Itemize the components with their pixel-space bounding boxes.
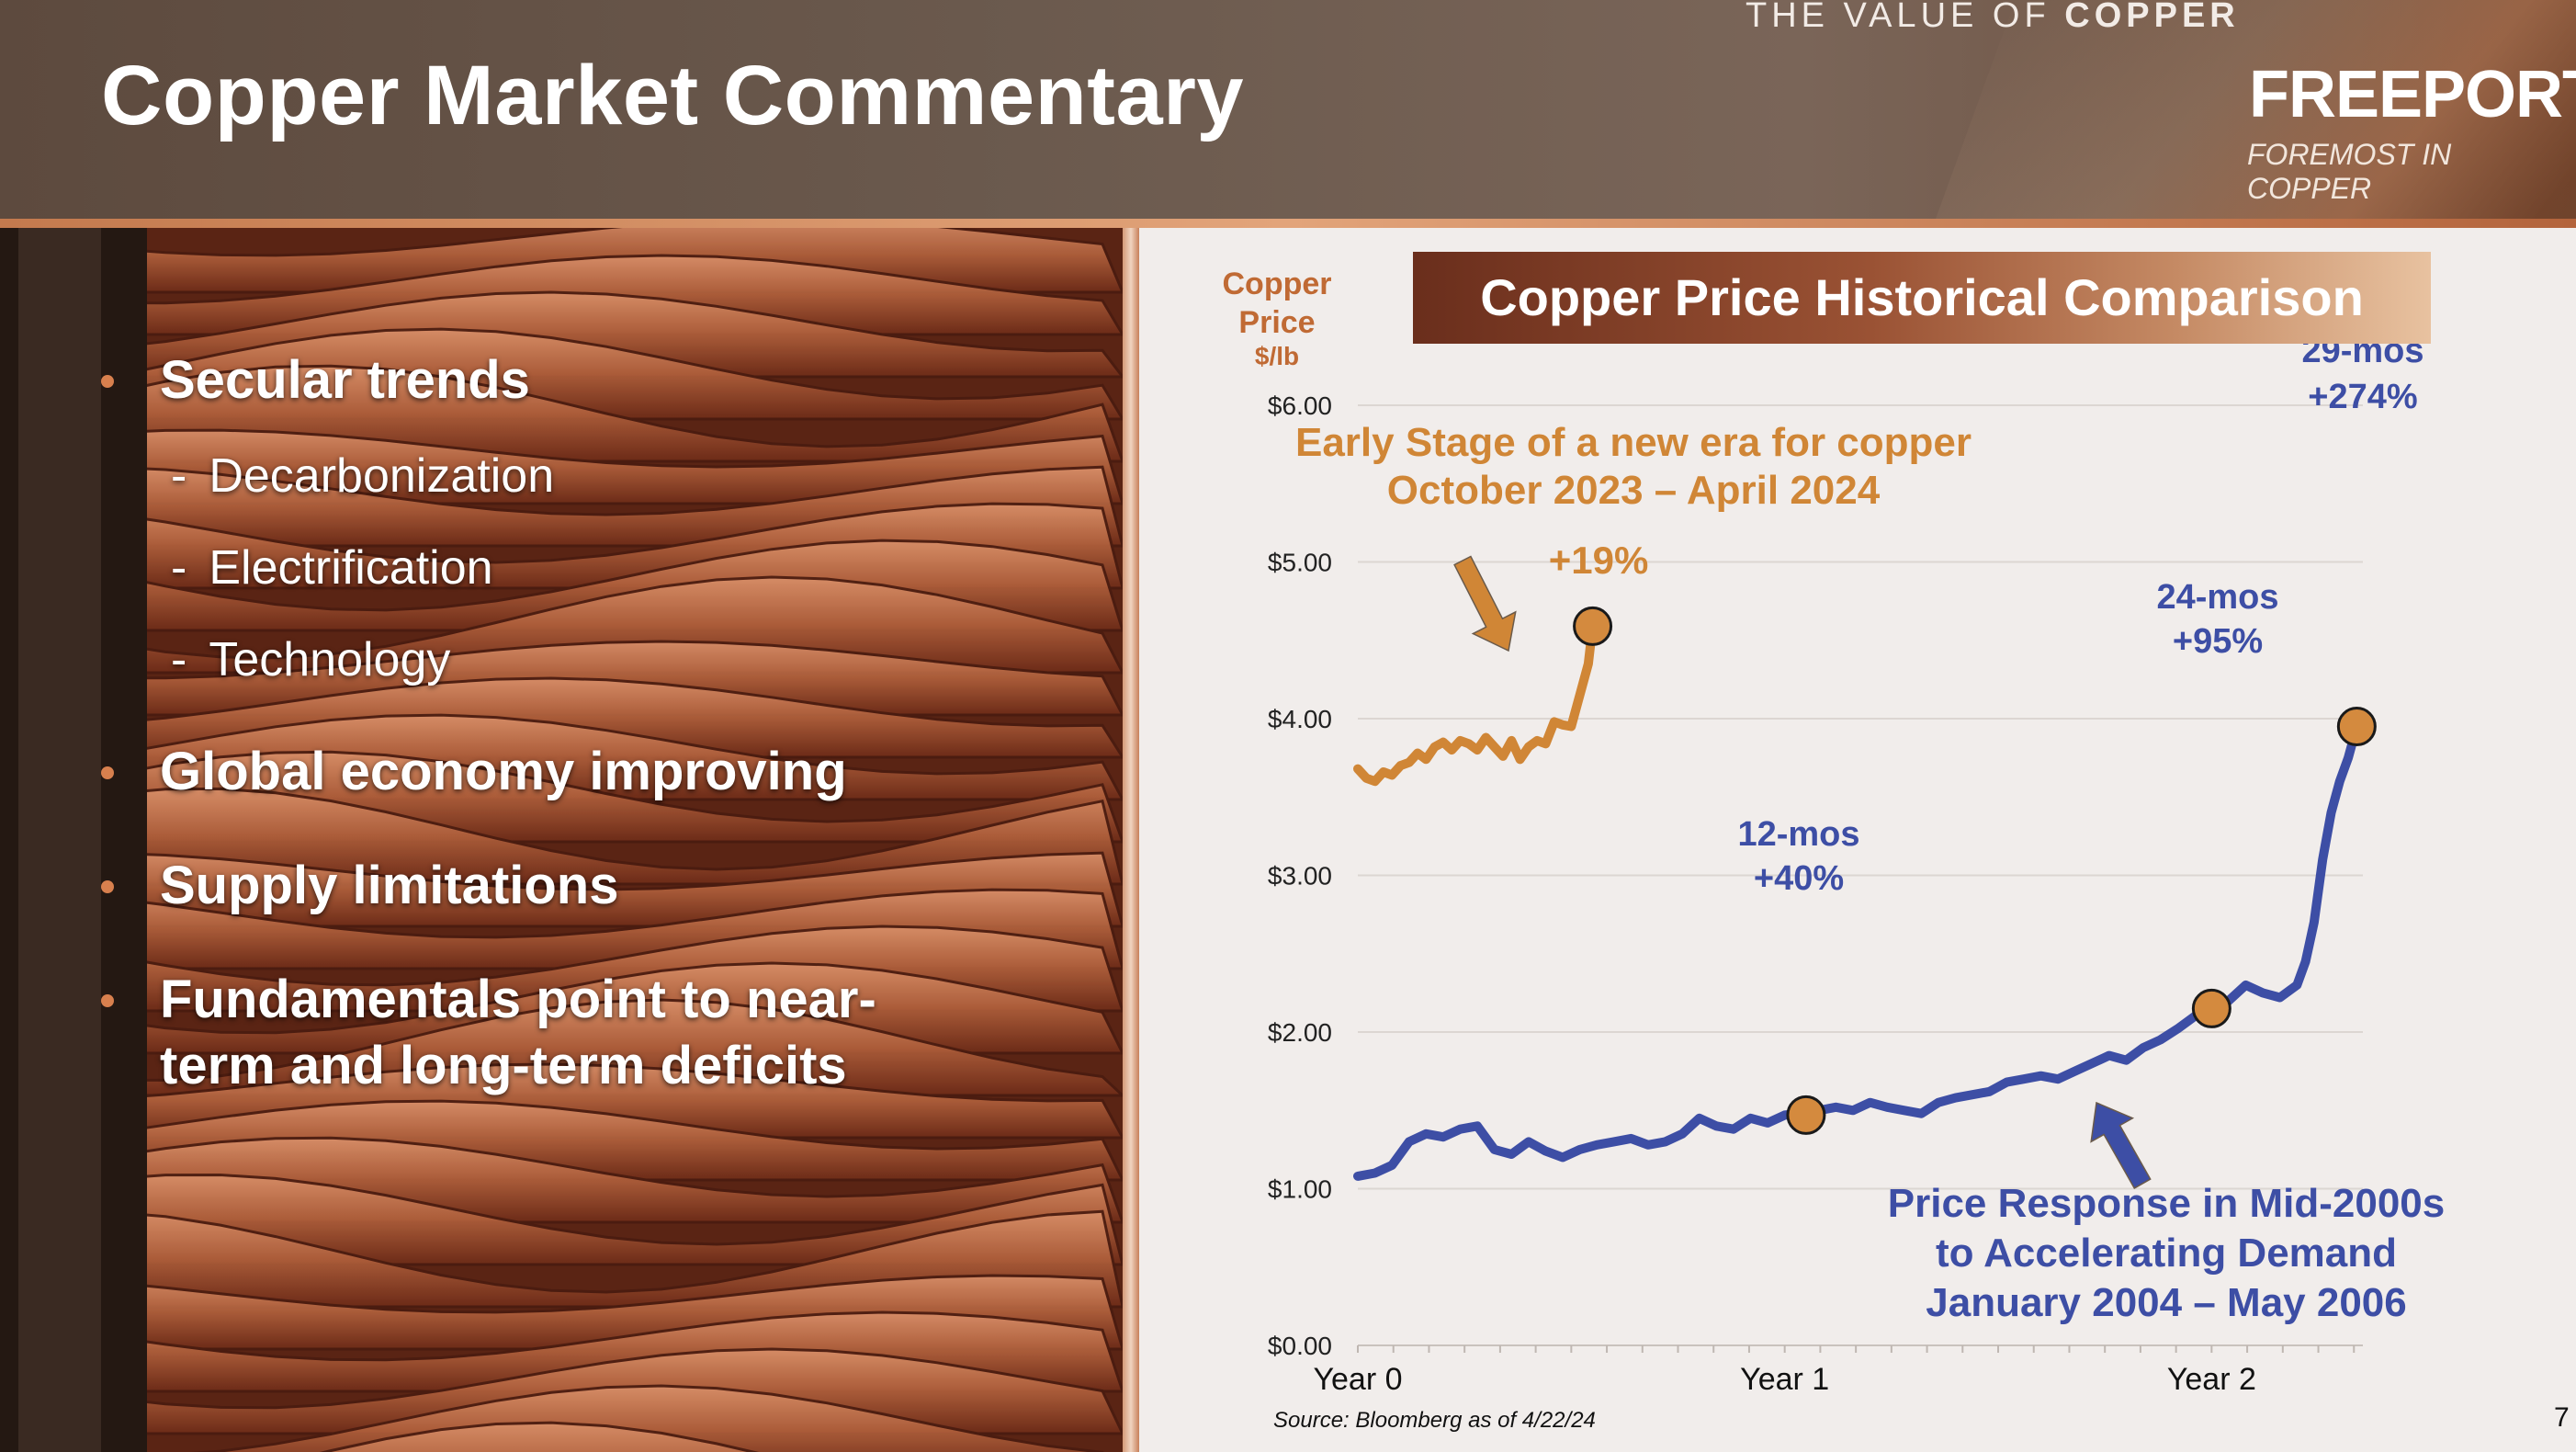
annotation-line: January 2004 – May 2006 (1926, 1280, 2407, 1325)
chart-annotation: Price Response in Mid-2000s to Accelerati… (1888, 1181, 2445, 1325)
annotation-line: October 2023 – April 2024 (1387, 468, 1881, 513)
y-tick-label: $3.00 (1268, 862, 1332, 890)
annotation-line: 24-mos (2156, 578, 2278, 617)
sub-bullet-label: Electrification (209, 541, 493, 595)
price-chart: $0.00 $1.00 $2.00 $3.00 $4.00 $5.00 $6.00 Year … (1268, 332, 2445, 1397)
sub-bullet-electrification: - Electrification (171, 540, 493, 596)
sub-bullet-label: Decarbonization (209, 449, 555, 503)
y-tick-label: $4.00 (1268, 705, 1332, 733)
copper-sheet (108, 428, 1123, 505)
y-tick-label: $1.00 (1268, 1175, 1332, 1204)
y-axis-label-line1: Copper (1222, 267, 1332, 301)
logo-subtitle: FOREMOST IN COPPER (2247, 138, 2452, 205)
tagline-prefix: THE VALUE OF (1746, 0, 2065, 35)
panel-divider (1123, 228, 1139, 1452)
data-point-marker (1786, 1095, 1826, 1135)
tagline: THE VALUE OF COPPER (1746, 0, 2240, 36)
series-line-blue (1353, 721, 2362, 1181)
page-number: 7 (2554, 1402, 2570, 1433)
sub-bullet-decarbonization: - Decarbonization (171, 448, 554, 504)
freeport-logo: FREEPORT (2249, 58, 2576, 131)
annotation-line: 12-mos (1737, 815, 1859, 854)
data-point-marker (2336, 707, 2377, 747)
chart-annotation: 29-mos +274% (2301, 332, 2423, 416)
copper-sheets-background: Secular trends - Decarbonization - Electri… (0, 228, 1123, 1452)
copper-sheet (108, 575, 1123, 675)
bullet-secular-trends: Secular trends (160, 350, 530, 410)
header-copper-strip (0, 219, 2576, 228)
x-tick-label: Year 1 (1740, 1362, 1829, 1397)
bullet-dot (101, 375, 114, 388)
chart-annotation: Early Stage of a new era for copper Octob… (1295, 420, 1972, 513)
sub-bullet-label: Technology (209, 633, 451, 686)
annotation-line: +40% (1754, 859, 1844, 898)
data-point-marker (1573, 606, 1613, 646)
bullet-fundamentals-line2: term and long-term deficits (160, 1036, 847, 1095)
bullet-supply-limitations: Supply limitations (160, 856, 619, 915)
page-title: Copper Market Commentary (101, 49, 1245, 142)
chart-title-box: Copper Price Historical Comparison (1413, 252, 2431, 344)
y-tick-label: $6.00 (1268, 391, 1332, 420)
copper-sheet (108, 1173, 1123, 1266)
annotation-line: +274% (2308, 378, 2417, 416)
annotation-line: Early Stage of a new era for copper (1295, 420, 1972, 465)
bullet-global-economy: Global economy improving (160, 742, 847, 801)
sub-bullet-dash: - (171, 449, 187, 503)
blue-arrow-icon (2090, 1101, 2152, 1189)
sub-bullet-technology: - Technology (171, 632, 450, 687)
x-tick-label: Year 0 (1313, 1362, 1402, 1397)
chart-annotation: +19% (1549, 539, 1649, 582)
y-axis-label-line2: Price (1238, 305, 1316, 340)
series-line-orange (1353, 621, 1598, 787)
x-tick-label: Year 2 (2167, 1362, 2256, 1397)
source-note: Source: Bloomberg as of 4/22/24 (1273, 1408, 1596, 1433)
bullet-fundamentals: Fundamentals point to near- (160, 970, 876, 1029)
sub-bullet-dash: - (171, 633, 187, 686)
column-highlight (18, 228, 101, 1452)
tagline-bold: COPPER (2064, 0, 2240, 35)
chart-panel: $0.00 $1.00 $2.00 $3.00 $4.00 $5.00 $6.00 Year … (1139, 228, 2576, 1452)
data-point-marker (2191, 988, 2231, 1028)
chart-annotation: 12-mos +40% (1737, 815, 1859, 898)
annotation-line: +95% (2173, 622, 2263, 661)
annotation-line: Price Response in Mid-2000s (1888, 1181, 2445, 1226)
annotation-line: +19% (1549, 539, 1649, 582)
bullet-dot (101, 766, 114, 779)
copper-sheet (108, 1384, 1104, 1452)
y-axis-unit: $/lb (1254, 342, 1300, 370)
bullet-dot (101, 994, 114, 1007)
sub-bullet-dash: - (171, 541, 187, 595)
bullet-list: Secular trends - Decarbonization - Electri… (0, 228, 1123, 1452)
copper-sheet (108, 998, 1123, 1097)
y-axis-label: Copper Price (1222, 265, 1332, 342)
copper-sheet (108, 787, 1123, 886)
copper-sheet (319, 1421, 760, 1452)
copper-sheets-illustration (0, 228, 1123, 1452)
y-tick-label: $0.00 (1268, 1332, 1332, 1360)
chart-annotation: 24-mos +95% (2156, 578, 2278, 661)
header-bar: Copper Market Commentary THE VALUE OF CO… (0, 0, 2576, 221)
y-tick-label: $5.00 (1268, 549, 1332, 577)
orange-arrow-icon (1453, 555, 1517, 652)
annotation-line: to Accelerating Demand (1936, 1231, 2397, 1276)
bullet-dot (101, 880, 114, 893)
chart-title: Copper Price Historical Comparison (1480, 268, 2364, 326)
y-tick-label: $2.00 (1268, 1018, 1332, 1047)
